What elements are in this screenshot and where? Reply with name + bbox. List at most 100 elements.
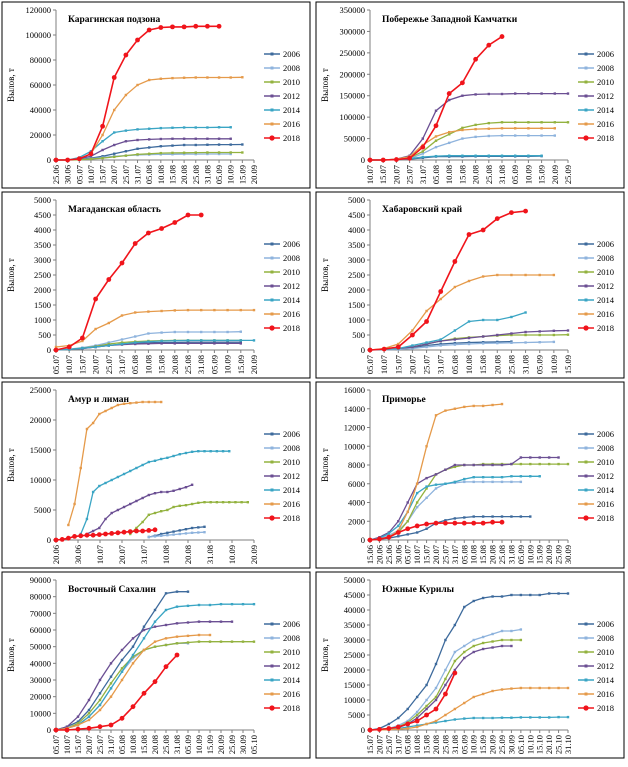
data-point-2010 — [147, 152, 151, 155]
data-point-2010 — [524, 333, 527, 337]
data-point-2014 — [172, 454, 175, 458]
data-point-2010 — [434, 695, 438, 699]
data-point-2008 — [467, 342, 471, 346]
data-point-2014 — [566, 715, 570, 719]
data-point-2014 — [481, 716, 485, 720]
data-point-2016 — [206, 76, 209, 79]
data-point-2016 — [434, 135, 438, 138]
x-tick-label: 30.09 — [238, 735, 248, 754]
data-point-2006 — [481, 515, 485, 518]
series-line-2008 — [148, 531, 205, 538]
data-point-2010 — [487, 121, 490, 125]
data-point-2008 — [474, 135, 477, 139]
legend-marker — [270, 664, 274, 668]
data-point-2012 — [159, 490, 163, 494]
legend-marker — [584, 270, 588, 274]
series-line-2014 — [369, 716, 568, 731]
data-point-2010 — [87, 712, 91, 715]
data-point-2006 — [175, 590, 179, 593]
data-point-2010 — [229, 151, 232, 154]
data-point-2012 — [142, 628, 146, 632]
x-tick-label: 20.08 — [179, 165, 189, 184]
x-tick-label: 30.06 — [393, 545, 403, 564]
data-point-2016 — [540, 127, 543, 130]
legend-marker — [584, 312, 588, 316]
x-tick-label: 10.10 — [525, 735, 535, 754]
data-point-2012 — [200, 342, 203, 345]
data-point-2014 — [481, 475, 485, 479]
data-point-2018 — [377, 727, 382, 732]
data-point-2012 — [131, 637, 135, 640]
data-point-2018 — [452, 259, 458, 264]
data-point-2010 — [425, 487, 428, 490]
legend-label: 2008 — [597, 253, 614, 263]
legend-label: 2006 — [597, 429, 614, 439]
chart-frame — [1, 191, 311, 379]
x-tick-label: 10.09 — [525, 545, 535, 564]
data-point-2008 — [472, 638, 475, 642]
data-point-2016 — [101, 133, 104, 137]
data-point-2010 — [514, 121, 517, 124]
data-point-2012 — [98, 526, 101, 530]
data-point-2012 — [500, 92, 504, 96]
data-point-2018 — [433, 706, 439, 712]
x-tick-label: 20.07 — [84, 735, 94, 754]
data-point-2016 — [500, 688, 504, 691]
y-tick-label: 500 — [38, 330, 51, 340]
data-point-2014 — [496, 318, 499, 322]
data-point-2006 — [229, 143, 232, 146]
data-point-2016 — [397, 342, 400, 346]
data-point-2008 — [461, 137, 464, 140]
y-tick-label: 10000 — [344, 695, 365, 705]
data-point-2012 — [136, 138, 139, 142]
y-axis-label: Вылов, т — [320, 638, 330, 672]
data-point-2016 — [153, 640, 157, 643]
x-tick-label: 10.08 — [156, 165, 166, 184]
legend-marker — [584, 650, 588, 654]
legend-label: 2008 — [283, 63, 300, 73]
data-point-2014 — [557, 715, 560, 719]
legend-marker — [270, 256, 274, 260]
chart-title: Восточный Сахалин — [68, 584, 156, 595]
data-point-2016 — [67, 523, 70, 527]
data-point-2016 — [514, 127, 517, 130]
data-point-2018 — [103, 531, 108, 537]
data-point-2018 — [395, 344, 401, 350]
x-tick-label: 31.07 — [117, 355, 127, 374]
data-point-2006 — [481, 596, 485, 600]
legend-marker — [270, 622, 274, 626]
data-point-2010 — [519, 638, 523, 642]
data-point-2006 — [184, 528, 188, 531]
x-tick-label: 20.09 — [550, 165, 560, 184]
legend-label: 2016 — [283, 689, 300, 699]
x-tick-label: 30.06 — [63, 165, 73, 184]
data-point-2014 — [217, 126, 221, 129]
data-point-2012 — [178, 487, 181, 491]
legend-marker — [270, 650, 274, 654]
y-tick-label: 0 — [361, 345, 365, 355]
y-tick-label: 5000 — [34, 505, 51, 515]
data-point-2016 — [136, 83, 139, 87]
data-point-2016 — [217, 76, 221, 79]
data-point-2010 — [240, 501, 243, 504]
legend-marker — [269, 515, 275, 521]
data-point-2018 — [152, 527, 158, 533]
data-point-2014 — [182, 126, 186, 129]
x-tick-label: 10.08 — [412, 735, 422, 754]
legend-label: 2018 — [597, 133, 614, 143]
x-tick-label: 20.07 — [109, 165, 119, 184]
data-point-2006 — [142, 625, 146, 628]
x-tick-label: 05.10 — [249, 735, 259, 754]
data-point-2016 — [524, 273, 527, 277]
data-point-2016 — [142, 648, 146, 652]
legend-label: 2010 — [283, 77, 300, 87]
data-point-2014 — [91, 490, 95, 494]
y-tick-label: 14000 — [344, 404, 365, 414]
x-tick-label: 15.09 — [205, 735, 215, 754]
y-tick-label: 4000 — [348, 498, 365, 508]
data-point-2012 — [147, 493, 151, 497]
data-point-2014 — [415, 724, 419, 727]
data-point-2014 — [472, 716, 475, 720]
data-point-2018 — [452, 520, 458, 526]
